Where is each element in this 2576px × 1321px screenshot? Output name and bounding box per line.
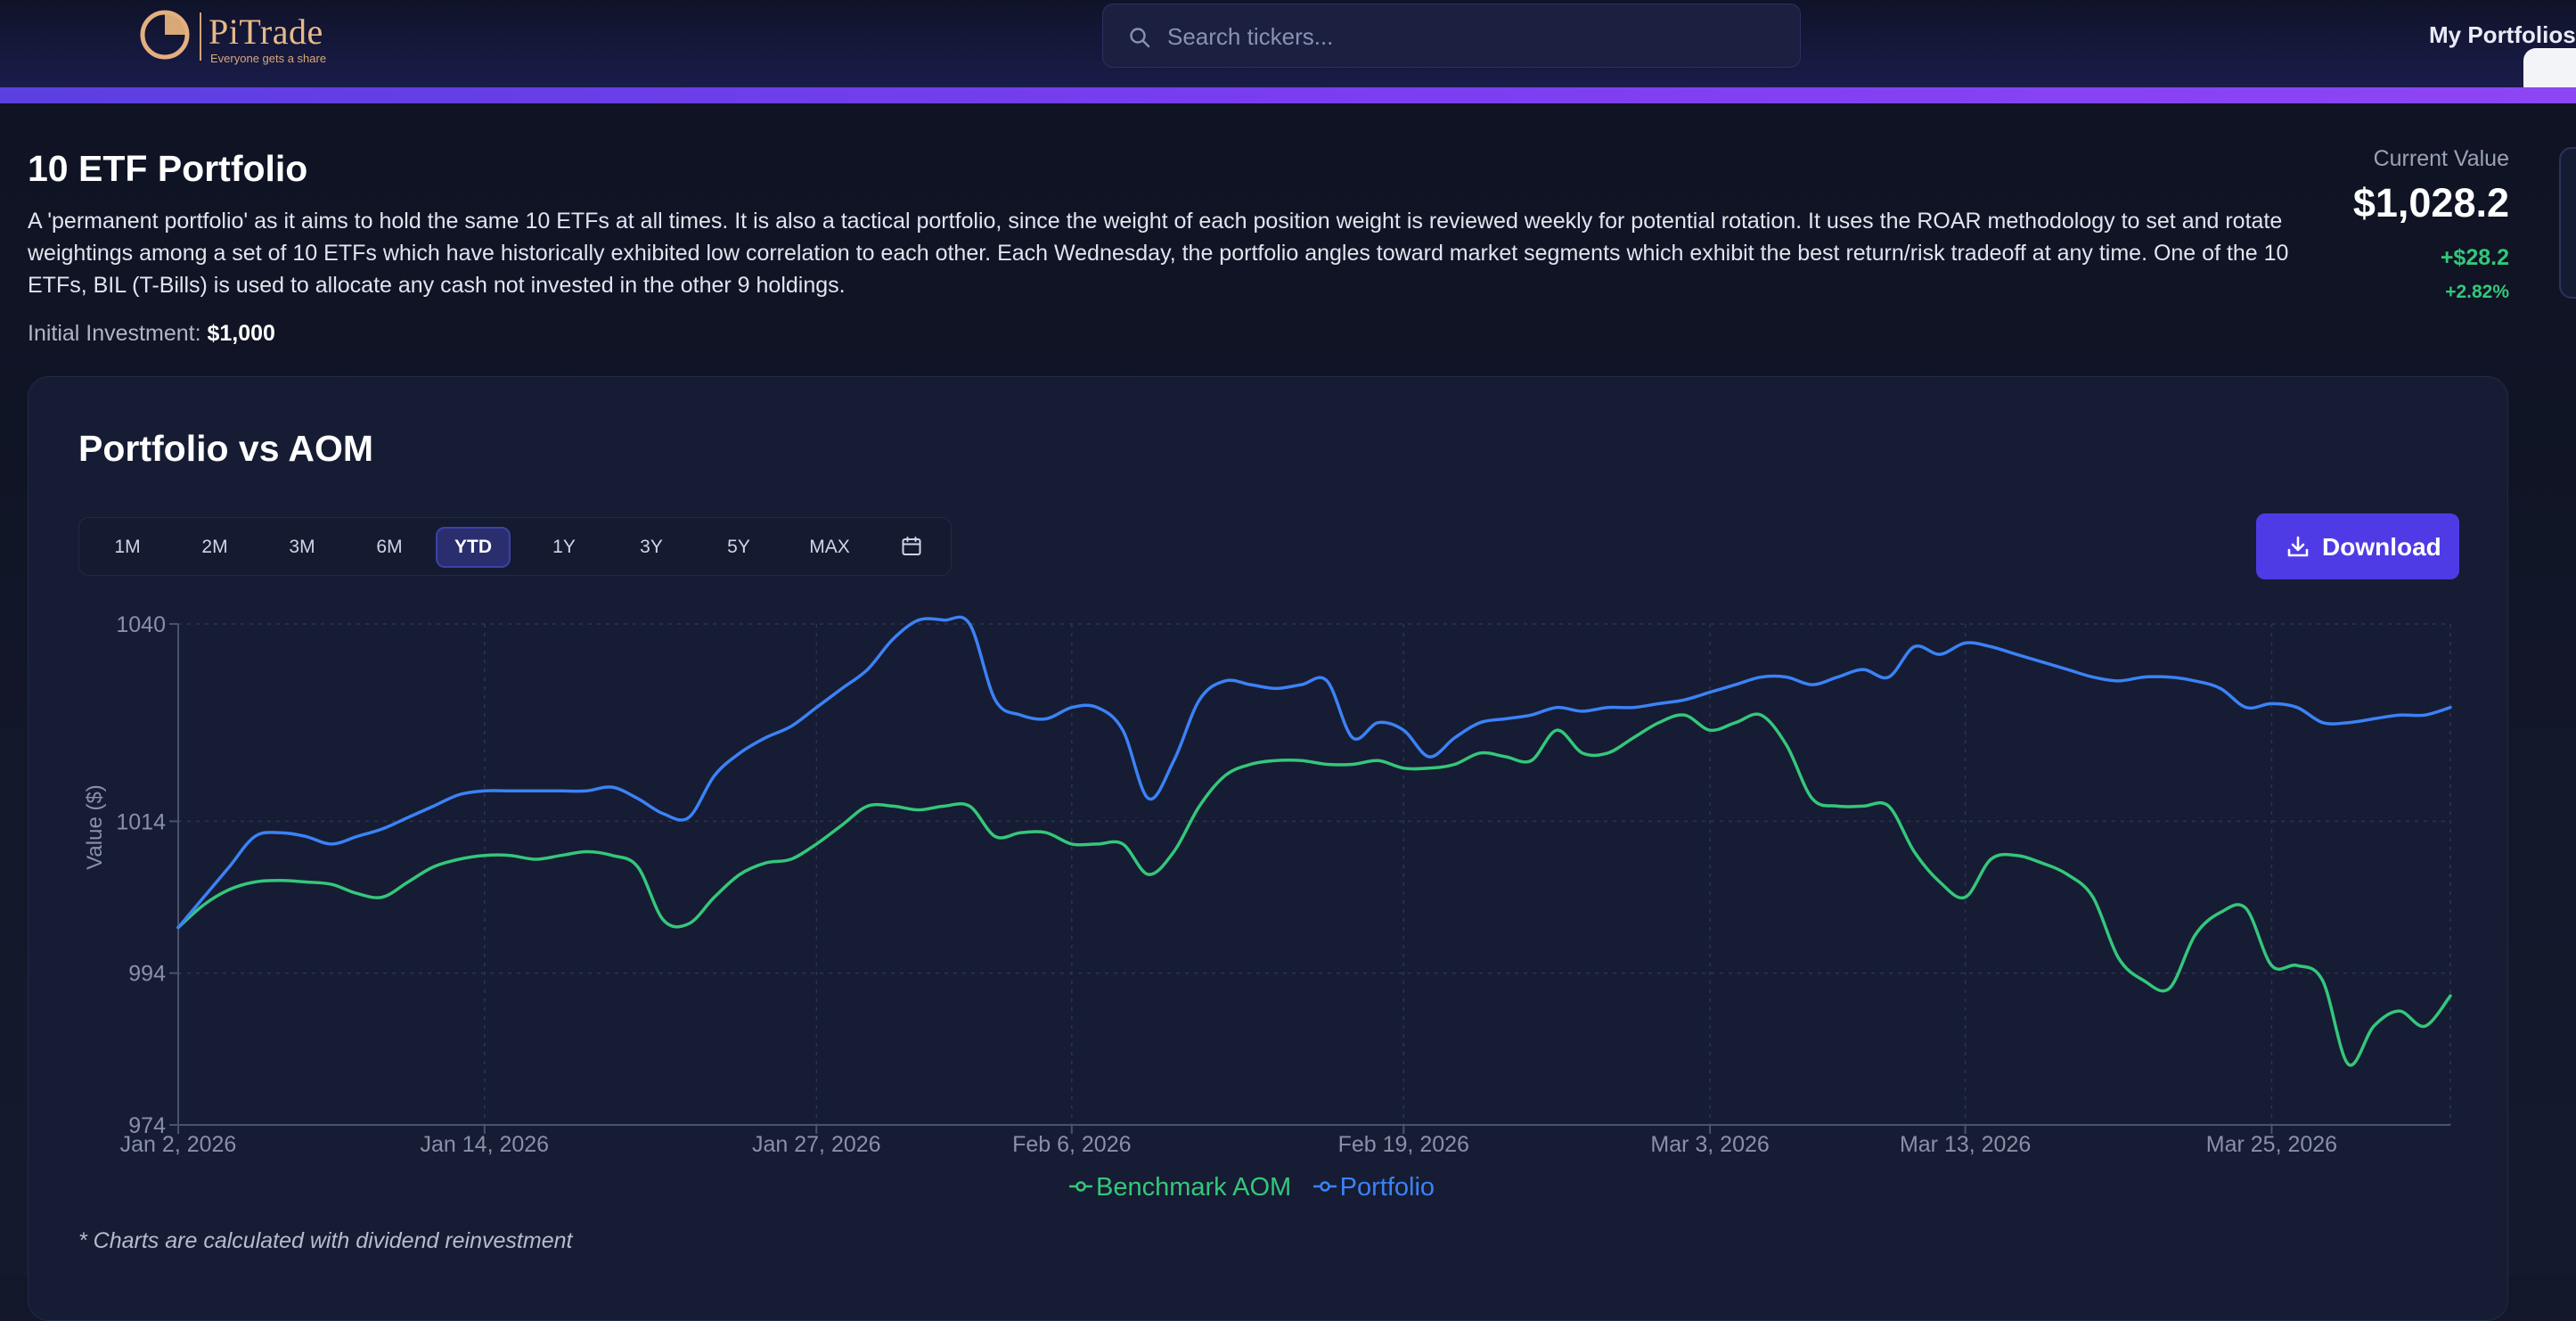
time-range-selector: 1M 2M 3M 6M YTD 1Y 3Y 5Y MAX (78, 517, 952, 576)
initial-investment: Initial Investment: $1,000 (28, 321, 275, 347)
legend-label-benchmark: Benchmark AOM (1096, 1173, 1292, 1202)
range-tab-1m[interactable]: 1M (114, 537, 141, 557)
download-button[interactable]: Download (2256, 513, 2459, 579)
initial-investment-label: Initial Investment: (28, 321, 201, 346)
portfolio-description: A 'permanent portfolio' as it aims to ho… (28, 209, 2289, 298)
my-portfolios-link[interactable]: My Portfolios (2429, 21, 2576, 48)
range-tab-max[interactable]: MAX (809, 537, 850, 557)
side-panel-edge[interactable] (2559, 147, 2576, 299)
search-icon (1130, 28, 1150, 48)
logo-name: PiTrade (209, 12, 323, 52)
range-tab-6m[interactable]: 6M (376, 537, 403, 557)
chart-legend: Benchmark AOM Portfolio (1069, 1173, 1452, 1209)
value-change-percent: +2.82% (2445, 282, 2509, 302)
legend-marker-icon (1069, 1181, 1092, 1193)
legend-label-portfolio: Portfolio (1339, 1173, 1435, 1202)
range-tab-2m[interactable]: 2M (201, 537, 228, 557)
calendar-icon[interactable] (901, 536, 922, 557)
logo-divider (200, 12, 201, 61)
range-tab-ytd[interactable]: YTD (436, 527, 511, 568)
range-tab-5y[interactable]: 5Y (727, 537, 750, 557)
value-change-amount: +$28.2 (2440, 245, 2509, 270)
chart-footnote: * Charts are calculated with dividend re… (78, 1228, 573, 1253)
logo-tagline: Everyone gets a share (210, 52, 327, 65)
current-value: $1,028.2 (2352, 180, 2509, 226)
legend-marker-icon (1313, 1181, 1337, 1193)
legend-item-benchmark[interactable]: Benchmark AOM (1069, 1173, 1291, 1202)
initial-investment-value: $1,000 (207, 321, 275, 346)
range-tab-1y[interactable]: 1Y (552, 537, 576, 557)
chart-card-title: Portfolio vs AOM (78, 428, 374, 469)
logo-mark-icon (140, 10, 190, 60)
portfolio-title: 10 ETF Portfolio (28, 148, 308, 189)
search-input[interactable] (1165, 15, 1775, 58)
ticker-search-box[interactable] (1102, 4, 1801, 68)
legend-item-portfolio[interactable]: Portfolio (1313, 1173, 1435, 1202)
current-value-label: Current Value (2373, 146, 2509, 171)
top-navigation-bar: PiTrade Everyone gets a share My Portfol… (0, 0, 2576, 98)
range-tab-3m[interactable]: 3M (289, 537, 315, 557)
download-icon (2287, 536, 2309, 557)
accent-gradient-strip (0, 87, 2576, 103)
download-button-label: Download (2322, 533, 2441, 561)
range-tab-3y[interactable]: 3Y (640, 537, 663, 557)
